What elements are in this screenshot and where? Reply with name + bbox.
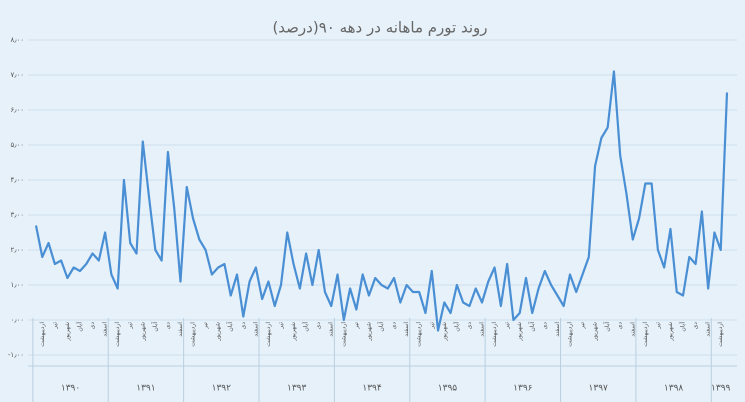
year-label: ۱۳۹۷	[589, 384, 609, 394]
x-tick-label: دی	[315, 322, 322, 330]
x-tick-label: شهریور	[215, 322, 222, 342]
x-tick-label: تیر	[202, 322, 209, 330]
x-tick-label: دی	[89, 322, 96, 330]
x-tick-label: شهریور	[139, 322, 146, 342]
y-tick-label: ۶٫۰۰	[10, 106, 24, 114]
year-label: ۱۳۹۳	[287, 384, 307, 394]
x-tick-label: شهریور	[516, 322, 523, 342]
x-tick-label: اسفند	[705, 322, 712, 337]
x-tick-label: اسفند	[177, 322, 184, 337]
x-tick-label: آبان	[678, 322, 687, 332]
year-label: ۱۳۹۹	[711, 384, 731, 394]
y-tick-label: ۴٫۰۰	[10, 176, 24, 184]
x-tick-label: دی	[692, 322, 699, 330]
y-tick-label: ۱٫۰۰	[10, 281, 24, 289]
x-tick-label: شهریور	[441, 322, 448, 342]
x-tick-label: آبان	[301, 322, 310, 332]
x-tick-label: اسفند	[403, 322, 410, 337]
year-label: ۱۳۹۵	[438, 384, 458, 394]
x-tick-label: دی	[541, 322, 548, 330]
x-tick-label: دی	[391, 322, 398, 330]
x-tick-label: اردیبهشت	[491, 322, 498, 347]
x-tick-label: اسفند	[479, 322, 486, 337]
x-tick-label: تیر	[428, 322, 435, 330]
x-tick-label: تیر	[504, 322, 511, 330]
x-tick-label: تیر	[277, 322, 284, 330]
x-tick-label: آبان	[376, 322, 385, 332]
year-label: ۱۳۹۰	[61, 384, 80, 394]
x-tick-label: اردیبهشت	[717, 322, 724, 347]
year-label: ۱۳۹۲	[212, 384, 232, 394]
y-tick-label: ۷٫۰۰	[10, 71, 24, 79]
x-tick-label: آبان	[602, 322, 611, 332]
year-label: ۱۳۹۶	[513, 384, 533, 394]
x-tick-label: تیر	[654, 322, 661, 330]
x-tick-label: اردیبهشت	[39, 322, 46, 347]
x-tick-label: اسفند	[102, 322, 109, 337]
x-tick-label: اردیبهشت	[114, 322, 121, 347]
x-tick-label: شهریور	[365, 322, 372, 342]
y-tick-label: ۰٫۰۰	[10, 316, 24, 324]
x-tick-label: دی	[164, 322, 171, 330]
year-label: ۱۳۹۱	[136, 384, 155, 394]
x-tick-label: اسفند	[629, 322, 636, 337]
x-tick-label: اسفند	[328, 322, 335, 337]
x-tick-label: اسفند	[554, 322, 561, 337]
year-label: ۱۳۹۴	[362, 384, 382, 394]
x-tick-label: اردیبهشت	[416, 322, 423, 347]
x-tick-label: تیر	[579, 322, 586, 330]
x-tick-label: شهریور	[667, 322, 674, 342]
x-tick-label: اردیبهشت	[340, 322, 347, 347]
chart-title: روند تورم ماهانه در دهه ۹۰(درصد)	[272, 19, 487, 37]
y-tick-label: -۱٫۰۰	[8, 351, 24, 359]
x-tick-label: آبان	[225, 322, 234, 332]
x-tick-label: شهریور	[592, 322, 599, 342]
y-tick-label: ۸٫۰۰	[10, 36, 24, 44]
x-tick-label: آبان	[150, 322, 159, 332]
y-tick-label: ۵٫۰۰	[10, 141, 24, 149]
x-tick-label: اسفند	[252, 322, 259, 337]
x-tick-label: شهریور	[64, 322, 71, 342]
x-tick-label: دی	[466, 322, 473, 330]
y-tick-label: ۲٫۰۰	[10, 246, 24, 254]
year-label: ۱۳۹۸	[664, 384, 684, 394]
x-tick-label: اردیبهشت	[265, 322, 272, 347]
x-tick-label: آبان	[74, 322, 83, 332]
x-tick-label: دی	[240, 322, 247, 330]
x-tick-label: شهریور	[290, 322, 297, 342]
x-tick-label: اردیبهشت	[642, 322, 649, 347]
y-tick-label: ۳٫۰۰	[10, 211, 24, 219]
line-series	[34, 70, 729, 332]
x-tick-label: اردیبهشت	[190, 322, 197, 347]
x-tick-label: دی	[617, 322, 624, 330]
x-tick-label: تیر	[51, 322, 58, 330]
x-tick-label: تیر	[127, 322, 134, 330]
x-tick-label: آبان	[527, 322, 536, 332]
x-tick-label: آبان	[451, 322, 460, 332]
x-tick-label: اردیبهشت	[566, 322, 573, 347]
x-tick-label: تیر	[353, 322, 360, 330]
